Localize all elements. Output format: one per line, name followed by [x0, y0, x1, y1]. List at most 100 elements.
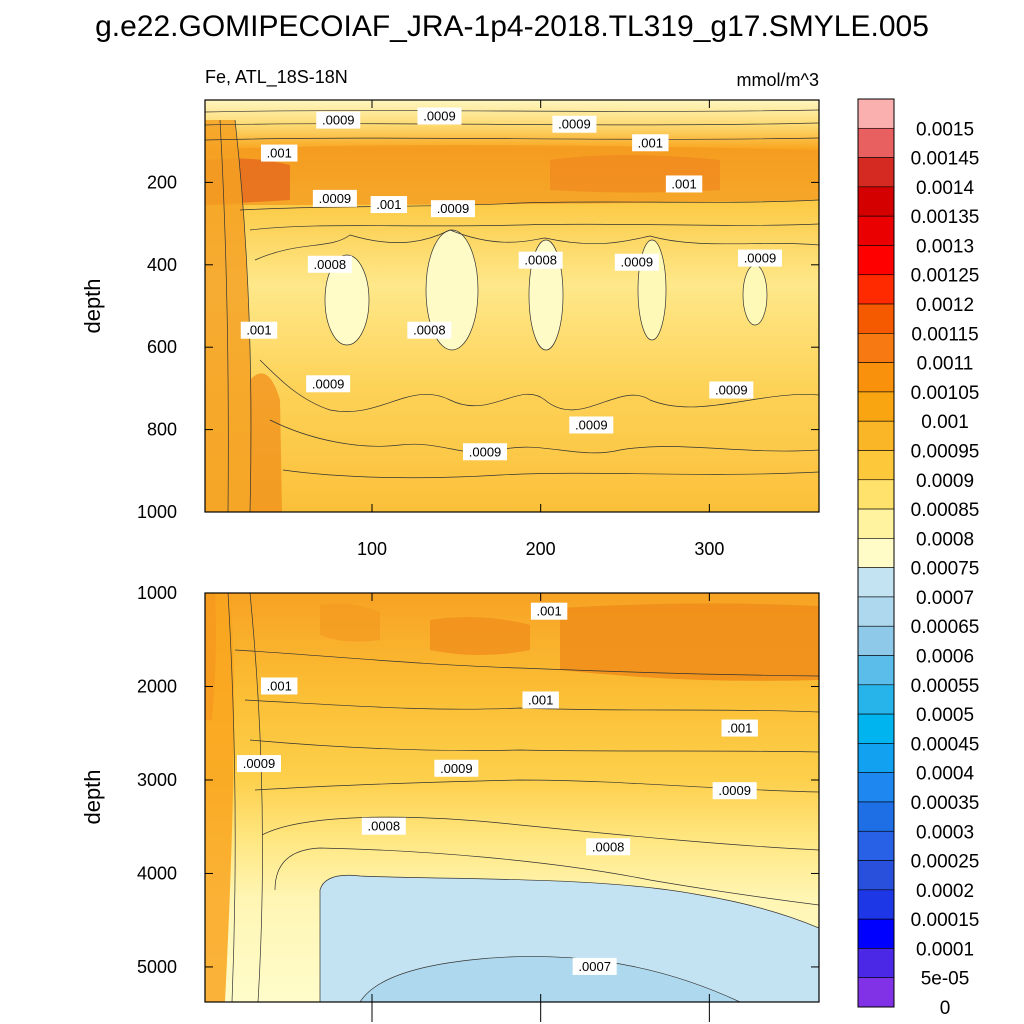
y-tick-label: 200 — [147, 172, 177, 192]
colorbar-label: 0.00015 — [911, 910, 980, 931]
contour-label: .0007 — [572, 957, 617, 975]
colorbar-swatch — [857, 830, 895, 861]
contour-label: .0009 — [737, 249, 782, 267]
colorbar-swatch — [857, 918, 895, 949]
contour-label: .0009 — [614, 253, 659, 271]
colorbar-swatch — [857, 362, 895, 393]
colorbar-swatch — [857, 450, 895, 481]
contour-label-box — [312, 189, 357, 207]
contour-label: .001 — [261, 144, 298, 162]
colorbar-swatch — [857, 127, 895, 158]
colorbar-label: 0.0015 — [916, 119, 974, 140]
top-variable-label: Fe, ATL_18S-18N — [205, 67, 348, 88]
contour-label-text: .0008 — [592, 839, 625, 854]
contour-label-text: .001 — [267, 146, 292, 161]
contour-label-text: .0009 — [715, 382, 748, 397]
colorbar-label: 0.0012 — [916, 295, 974, 316]
contour-label-text: .0009 — [744, 251, 777, 266]
colorbar-label: 0.0007 — [916, 588, 974, 609]
y-tick-label: 400 — [147, 255, 177, 275]
bottom-y-axis: 1000 2000 3000 4000 5000 — [137, 583, 819, 977]
colorbar-swatch — [857, 303, 895, 334]
colorbar-swatch — [857, 186, 895, 217]
contour-label-text: .0009 — [575, 417, 608, 432]
colorbar-swatch — [857, 479, 895, 510]
contour-label-box — [417, 107, 462, 125]
colorbar-label: 0.0014 — [916, 178, 975, 199]
colorbar-label: 0.0003 — [916, 822, 974, 843]
colorbar-swatch — [857, 625, 895, 656]
contour-label: .0008 — [361, 817, 406, 835]
x-tick-label: 100 — [357, 539, 387, 559]
contour-label: .001 — [261, 677, 298, 695]
contour-label: .001 — [665, 175, 703, 193]
contour-label: .0009 — [306, 375, 351, 393]
contour-label-box — [737, 249, 782, 267]
x-tick-label: 200 — [526, 539, 556, 559]
contour-label: .0009 — [236, 755, 281, 773]
contour-label-text: .0008 — [314, 257, 347, 272]
contour-label: .0009 — [712, 782, 757, 800]
colorbar-label: 0.00045 — [911, 734, 980, 755]
colorbar-swatch — [857, 157, 895, 188]
colorbar-label: 0.00025 — [911, 852, 980, 873]
contour-label-box — [361, 817, 406, 835]
contour-label-text: .0009 — [423, 108, 456, 123]
y-tick-label: 1000 — [137, 583, 177, 603]
colorbar-label: 0.00105 — [911, 383, 980, 404]
contour-label-box — [306, 375, 351, 393]
bottom-x-axis — [371, 593, 710, 1022]
y-tick-label: 5000 — [137, 957, 177, 977]
contour-label: .0008 — [586, 838, 631, 856]
contour-label: .0009 — [552, 115, 597, 133]
contour-label: .001 — [530, 602, 568, 620]
colorbar-swatch — [857, 977, 895, 1008]
contour-label-text: .0009 — [312, 376, 345, 391]
colorbar-swatch — [857, 567, 895, 598]
contour-label-text: .0007 — [578, 959, 611, 974]
contour-label-text: .0008 — [368, 819, 401, 834]
colorbar-label: 0.00145 — [911, 149, 980, 170]
contour-label-text: .0009 — [243, 756, 276, 771]
colorbar-label: 0.00135 — [911, 207, 980, 228]
colorbar-swatch — [857, 655, 895, 686]
contour-label: .0009 — [417, 107, 462, 125]
contour-label-text: .0009 — [437, 201, 470, 216]
contour-label-text: .0009 — [322, 113, 355, 128]
contour-label-text: .001 — [727, 721, 752, 736]
colorbar-swatch — [857, 860, 895, 891]
contour-label-box — [518, 251, 563, 269]
colorbar-swatch — [857, 274, 895, 305]
bottom-panel: .001 .001 .001 .001 .0009 .0009 .0009 .0008 .000… — [80, 583, 820, 1022]
colorbar-swatch — [857, 684, 895, 715]
colorbar-label: 0.0011 — [917, 354, 974, 375]
contour-label-text: .0008 — [413, 323, 446, 338]
contour-label-text: .0009 — [621, 255, 654, 270]
contour-label-box — [316, 111, 361, 129]
top-y-axis: 200 400 600 800 1000 — [137, 172, 819, 522]
contour-label-box — [632, 134, 669, 152]
contour-label-box — [463, 443, 508, 461]
colorbar-swatch — [857, 889, 895, 920]
contour-label: .0009 — [709, 381, 754, 399]
colorbar-swatch — [857, 772, 895, 803]
contour-label: .0008 — [307, 255, 352, 273]
contour-label-box — [569, 416, 614, 434]
contour-label-box — [261, 144, 298, 162]
colorbar-label: 0.0001 — [916, 939, 974, 960]
colorbar-swatch — [857, 215, 895, 246]
contour-label-text: .001 — [671, 176, 696, 191]
y-tick-label: 4000 — [137, 863, 177, 883]
contour-label-text: .001 — [528, 693, 553, 708]
colorbar-swatch — [857, 98, 895, 129]
contour-label-text: .0009 — [319, 191, 352, 206]
contour-label-text: .001 — [246, 323, 271, 338]
colorbar-label: 0.00125 — [911, 266, 980, 287]
contour-label-box — [712, 782, 757, 800]
contour-label-box — [236, 755, 281, 773]
contour-label-box — [522, 691, 559, 709]
colorbar-frame — [857, 98, 895, 1008]
contour-label: .0008 — [518, 251, 563, 269]
colorbar-label: 0.00075 — [911, 559, 980, 580]
